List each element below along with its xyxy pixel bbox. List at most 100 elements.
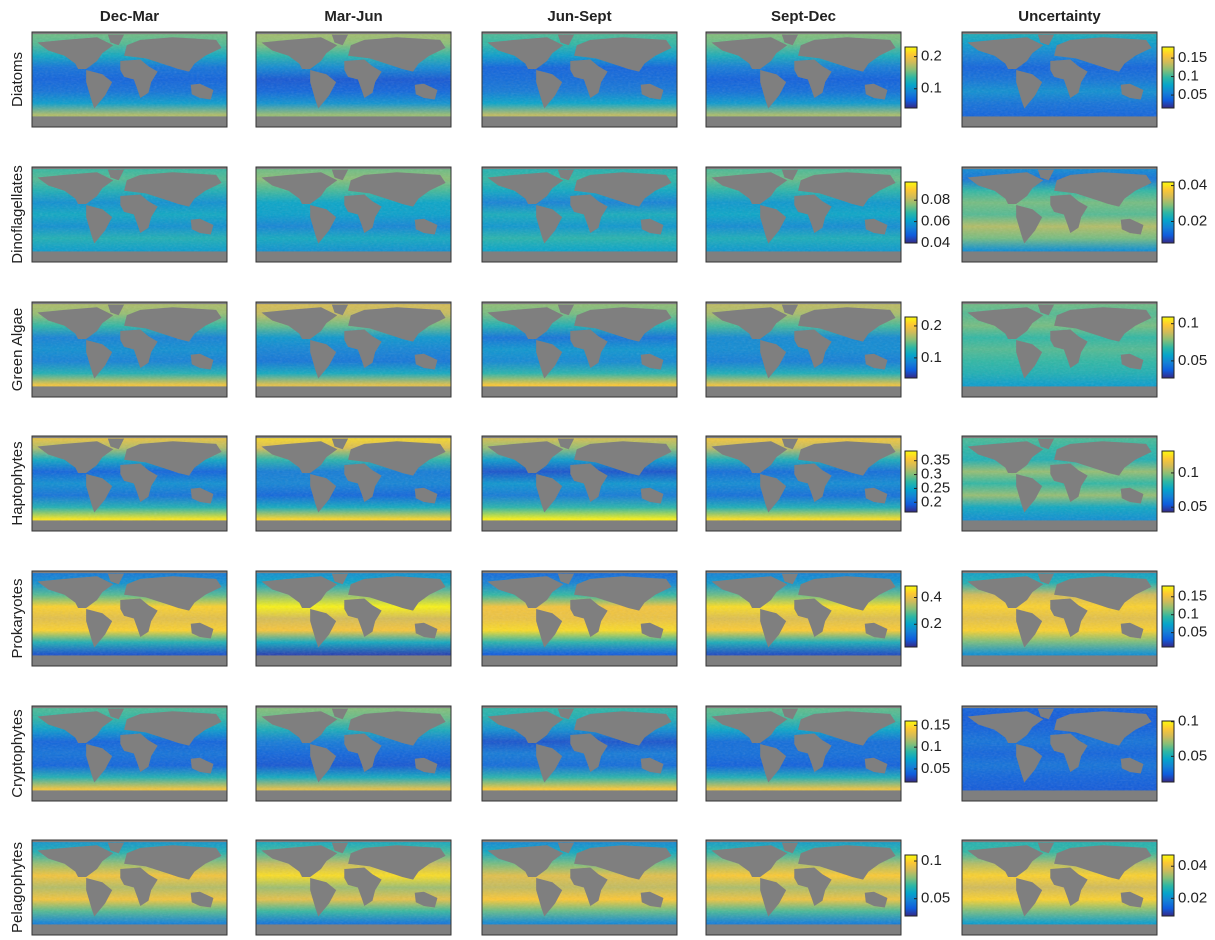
map-frame (961, 839, 1158, 936)
colorbar-tick-label: 0.2 (921, 493, 942, 510)
colorbar-tick-label: 0.08 (921, 191, 950, 208)
colorbar-tick-label: 0.05 (1178, 498, 1207, 515)
map-panel (705, 166, 902, 263)
colorbar-tick-label: 0.1 (1178, 713, 1199, 730)
colorbar-tick-label: 0.2 (921, 615, 942, 632)
column-header: Mar-Jun (324, 8, 382, 25)
map-frame (255, 570, 452, 667)
colorbar-tick-label: 0.35 (921, 452, 950, 469)
map-frame (481, 839, 678, 936)
colorbar (904, 854, 918, 917)
map-frame (481, 166, 678, 263)
colorbar-tick-label: 0.05 (921, 760, 950, 777)
map-frame (255, 166, 452, 263)
map-panel (961, 570, 1158, 667)
colorbar-tick-label: 0.15 (921, 716, 950, 733)
map-frame (961, 705, 1158, 802)
colorbar-tick-label: 0.02 (1178, 212, 1207, 229)
map-panel (31, 166, 228, 263)
map-frame (31, 31, 228, 128)
map-frame (961, 31, 1158, 128)
map-frame (31, 435, 228, 532)
map-panel (481, 301, 678, 398)
column-header: Uncertainty (1018, 8, 1101, 25)
colorbar (904, 46, 918, 109)
colorbar (904, 450, 918, 513)
colorbar (904, 585, 918, 648)
map-panel (961, 166, 1158, 263)
map-panel (705, 301, 902, 398)
map-frame (481, 435, 678, 532)
map-frame (705, 705, 902, 802)
column-header: Sept-Dec (771, 8, 836, 25)
colorbar-tick-label: 0.1 (1178, 68, 1199, 85)
map-panel (31, 31, 228, 128)
map-frame (961, 166, 1158, 263)
column-header: Dec-Mar (100, 8, 159, 25)
colorbar-tick-label: 0.06 (921, 213, 950, 230)
map-frame (705, 435, 902, 532)
map-frame (481, 570, 678, 667)
map-frame (255, 301, 452, 398)
colorbar-tick-label: 0.4 (921, 588, 942, 605)
map-frame (705, 839, 902, 936)
colorbar-tick-label: 0.1 (921, 80, 942, 97)
row-label: Green Algae (9, 308, 26, 391)
map-frame (961, 301, 1158, 398)
map-panel (481, 435, 678, 532)
colorbar-tick-label: 0.1 (1178, 464, 1199, 481)
map-panel (31, 839, 228, 936)
map-panel (481, 166, 678, 263)
colorbar-tick-label: 0.02 (1178, 889, 1207, 906)
colorbar-tick-label: 0.04 (1178, 857, 1207, 874)
map-frame (31, 166, 228, 263)
colorbar-tick-label: 0.04 (921, 234, 950, 251)
map-frame (31, 839, 228, 936)
colorbar (1161, 316, 1175, 379)
map-frame (705, 31, 902, 128)
map-panel (31, 705, 228, 802)
colorbar-tick-label: 0.1 (1178, 606, 1199, 623)
map-frame (31, 570, 228, 667)
map-panel (961, 839, 1158, 936)
map-panel (705, 31, 902, 128)
colorbar-tick-label: 0.05 (1178, 352, 1207, 369)
map-frame (31, 301, 228, 398)
colorbar-tick-label: 0.15 (1178, 588, 1207, 605)
colorbar (904, 181, 918, 244)
map-panel (481, 570, 678, 667)
map-frame (255, 705, 452, 802)
row-label: Haptophytes (9, 441, 26, 525)
colorbar-tick-label: 0.04 (1178, 177, 1207, 194)
map-panel (961, 705, 1158, 802)
map-panel (705, 839, 902, 936)
colorbar-tick-label: 0.1 (921, 852, 942, 869)
colorbar-tick-label: 0.05 (1178, 86, 1207, 103)
map-frame (481, 301, 678, 398)
map-panel (31, 301, 228, 398)
map-frame (255, 435, 452, 532)
map-panel (31, 435, 228, 532)
colorbar-tick-label: 0.05 (1178, 624, 1207, 641)
row-label: Prokaryotes (9, 578, 26, 658)
map-panel (255, 570, 452, 667)
map-panel (961, 301, 1158, 398)
map-panel (255, 166, 452, 263)
map-panel (255, 705, 452, 802)
map-frame (705, 166, 902, 263)
map-frame (255, 31, 452, 128)
colorbar-tick-label: 0.2 (921, 48, 942, 65)
map-panel (961, 435, 1158, 532)
map-panel (255, 435, 452, 532)
map-panel (255, 301, 452, 398)
colorbar-tick-label: 0.05 (1178, 747, 1207, 764)
row-label: Pelagophytes (9, 842, 26, 933)
map-panel (255, 31, 452, 128)
colorbar (1161, 181, 1175, 244)
colorbar (1161, 450, 1175, 513)
colorbar-tick-label: 0.1 (921, 349, 942, 366)
map-panel (705, 570, 902, 667)
map-panel (481, 31, 678, 128)
colorbar (904, 720, 918, 783)
